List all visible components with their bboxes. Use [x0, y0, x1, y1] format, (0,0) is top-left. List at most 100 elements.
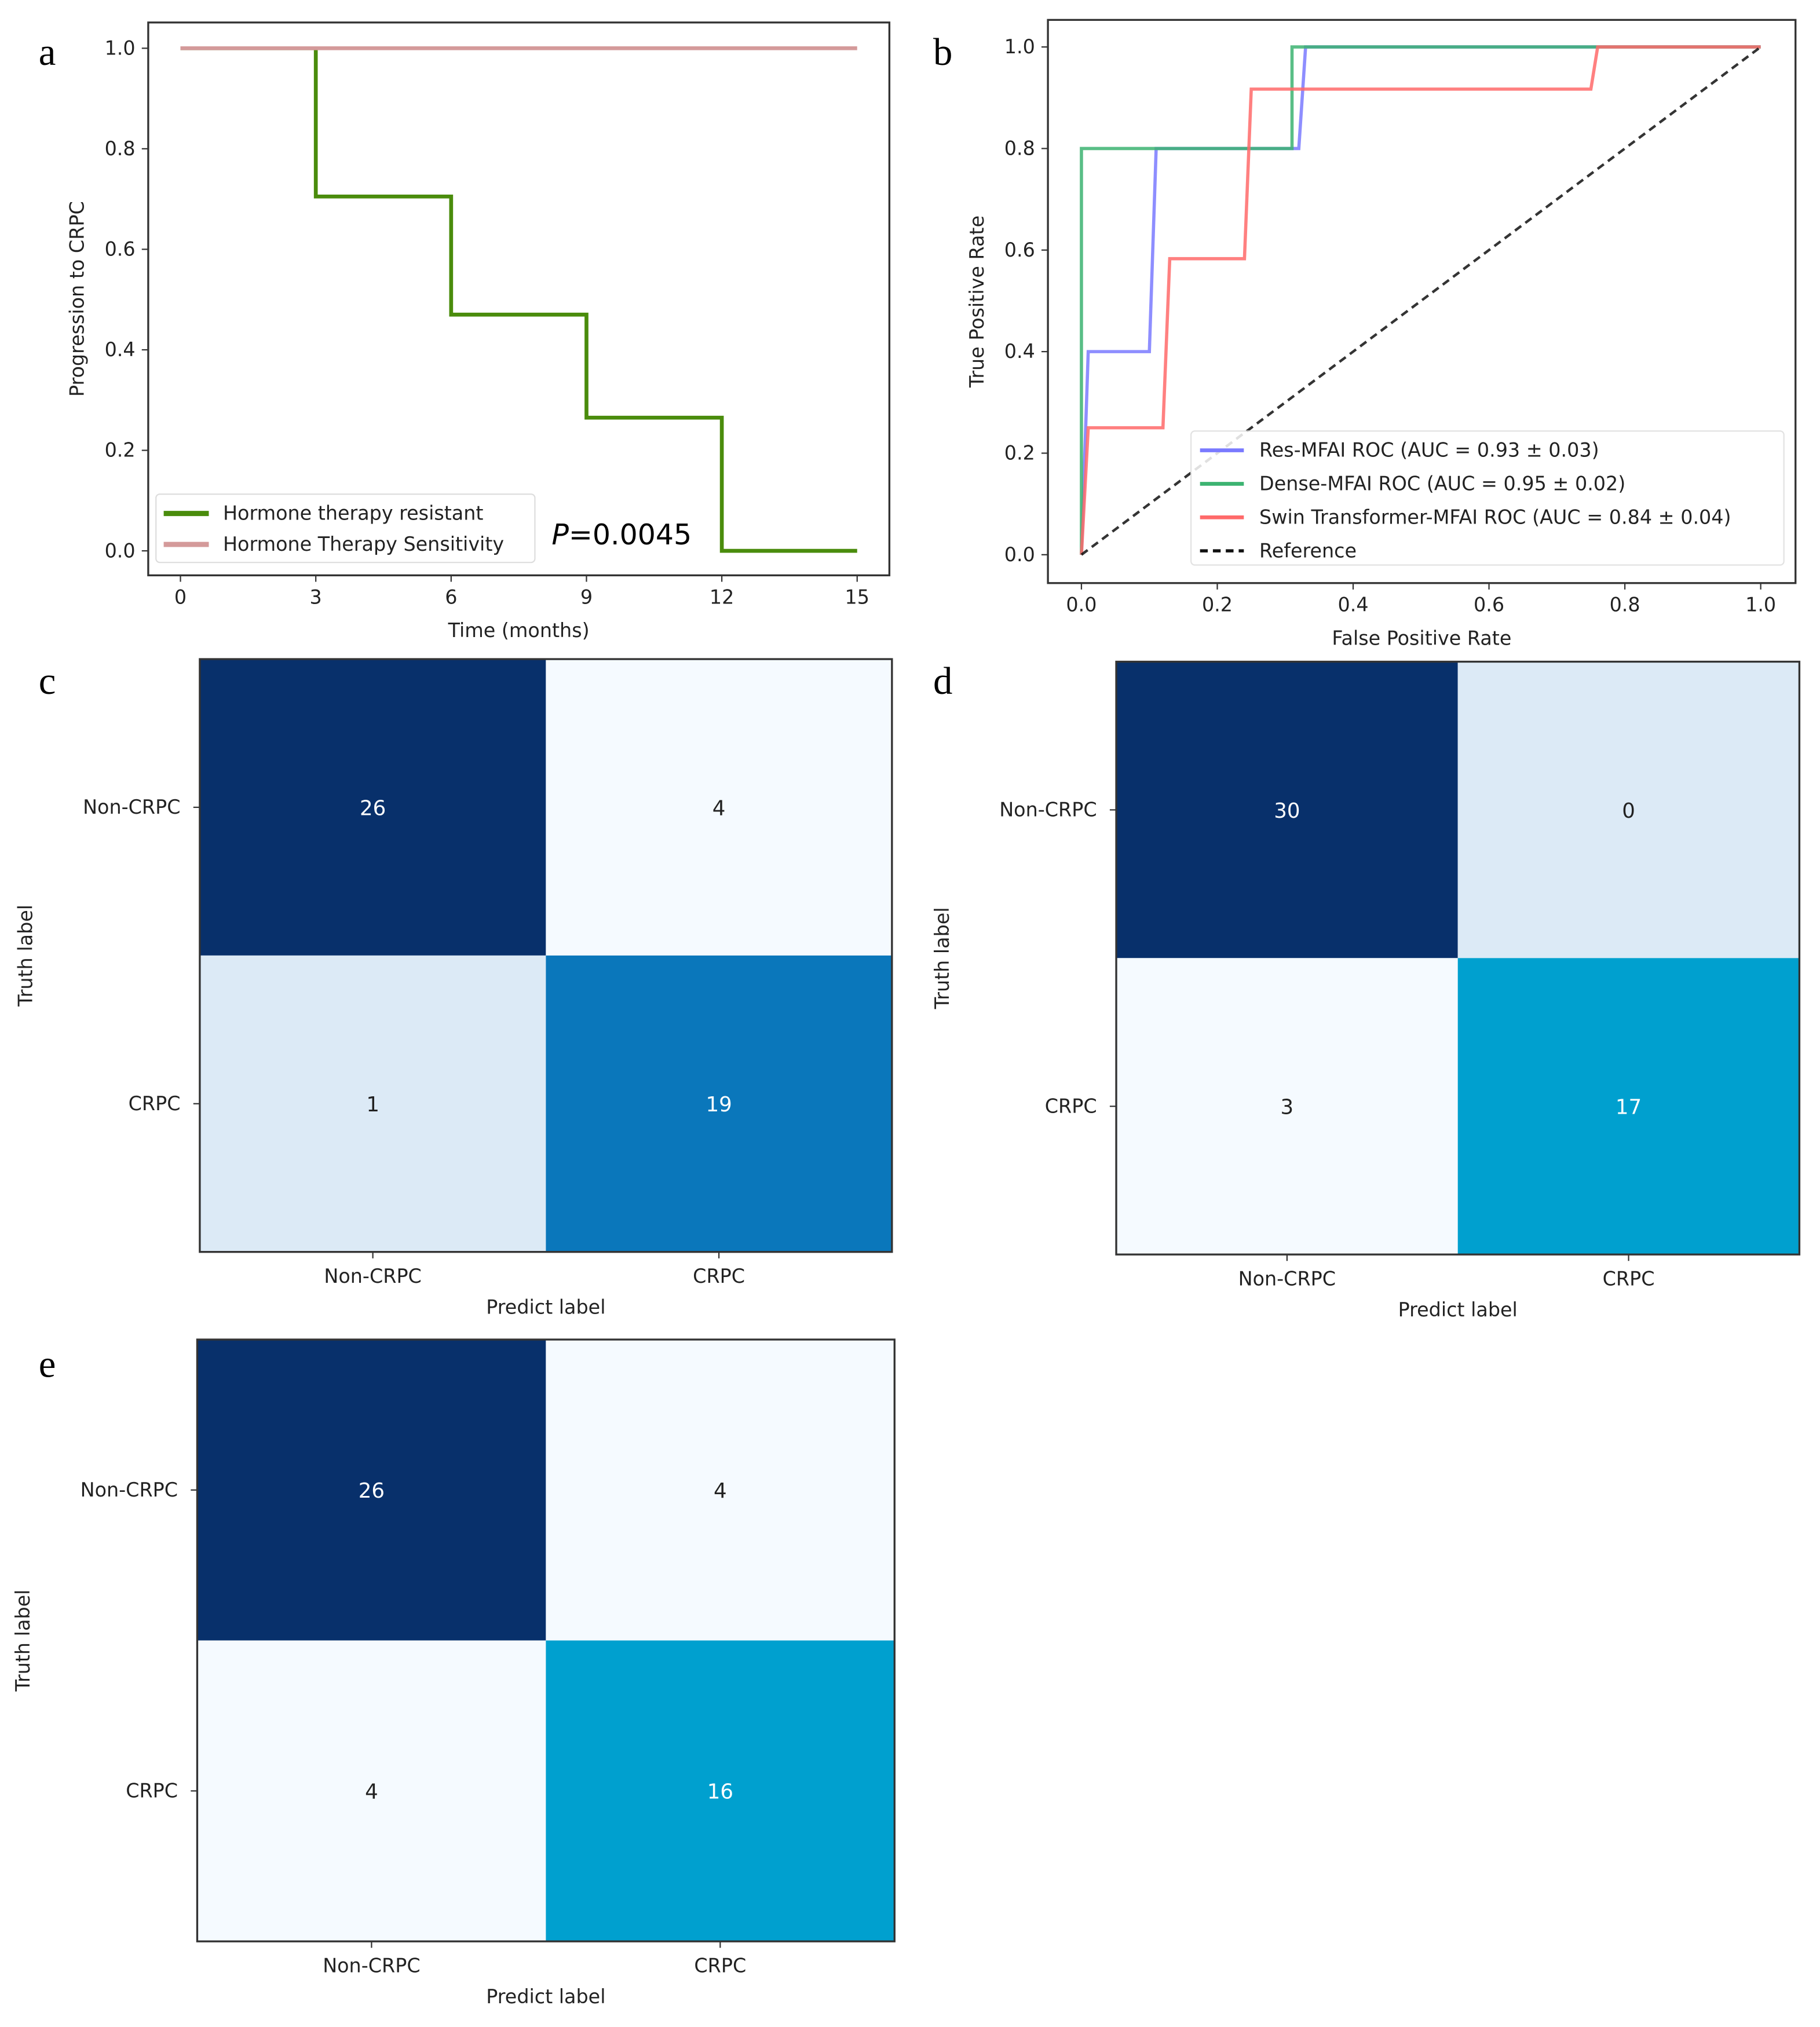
x-tick-label: 12 — [710, 586, 734, 608]
y-tick-label: CRPC — [1045, 1095, 1097, 1117]
legend-label: Res-MFAI ROC (AUC = 0.93 ± 0.03) — [1259, 439, 1599, 462]
matrix-cell — [1116, 958, 1458, 1255]
matrix-border — [1115, 660, 1801, 1256]
y-tick-label: 0.6 — [105, 238, 136, 261]
cell-value: 16 — [707, 1780, 733, 1804]
matrix-cell — [1457, 661, 1800, 958]
matrix-cell — [546, 955, 892, 1252]
matrix-border — [199, 658, 893, 1253]
x-axis-label: Time (months) — [448, 619, 590, 642]
x-axis-label: False Positive Rate — [1332, 627, 1511, 650]
confusion-matrix-c: 26 4 1 19 Non-CRPC CRPC Non-CRPC CRPC Predict la… — [14, 658, 893, 1318]
chart-b: 0.0 0.2 0.4 0.6 0.8 1.0 0.0 0.2 0.4 0.6 0.8 1.0 Fals… — [966, 19, 1797, 650]
cell-value: 3 — [1281, 1096, 1294, 1119]
x-axis-label: Predict label — [1398, 1298, 1518, 1321]
x-tick-label: 0.4 — [1337, 594, 1368, 616]
x-tick-label: 6 — [445, 586, 457, 608]
y-tick-label: Non-CRPC — [81, 1479, 178, 1501]
x-axis-label: Predict label — [486, 1985, 605, 2008]
y-tick-label: CRPC — [126, 1779, 178, 1802]
cell-value: 26 — [359, 1479, 385, 1503]
x-tick-label: 15 — [845, 586, 869, 608]
x-tick-label: Non-CRPC — [323, 1955, 420, 1977]
cell-value: 17 — [1616, 1096, 1642, 1119]
panel-label-c: c — [39, 660, 56, 703]
y-tick-label: CRPC — [129, 1092, 181, 1115]
matrix-cell — [546, 1640, 895, 1942]
y-axis-label: Truth label — [931, 907, 953, 1009]
series-line-2 — [1080, 45, 1761, 555]
y-tick-label: 0.0 — [1004, 543, 1035, 566]
chart-a: 0 3 6 9 12 15 0.0 0.2 0.4 0.6 0.8 1.0 Time (months) P… — [66, 21, 891, 642]
cell-value: 30 — [1274, 799, 1300, 823]
x-tick-label: 0.2 — [1202, 594, 1233, 616]
matrix-cell — [197, 1339, 546, 1641]
x-tick-label: CRPC — [1603, 1268, 1655, 1290]
x-tick-label: Non-CRPC — [1238, 1268, 1336, 1290]
panel-label-b: b — [933, 31, 952, 74]
legend-box — [1190, 430, 1785, 566]
legend-label: Dense-MFAI ROC (AUC = 0.95 ± 0.02) — [1259, 473, 1625, 495]
y-axis-label: Progression to CRPC — [66, 201, 89, 397]
panel-label-e: e — [39, 1344, 56, 1386]
y-axis-label: Truth label — [14, 905, 37, 1007]
confusion-matrix-e: 26 4 4 16 Non-CRPC CRPC Non-CRPC CRPC Predict la… — [12, 1338, 896, 2008]
matrix-cell — [1457, 958, 1800, 1255]
series-line-1 — [1080, 45, 1761, 555]
matrix-cell — [546, 659, 892, 956]
p-value-prefix: P — [551, 518, 569, 551]
x-tick-label: 1.0 — [1745, 594, 1776, 616]
y-tick-label: 0.6 — [1004, 239, 1035, 261]
y-tick-label: Non-CRPC — [999, 799, 1097, 821]
y-axis-label: Truth label — [12, 1590, 34, 1692]
x-tick-label: CRPC — [694, 1955, 746, 1977]
y-tick-label: 0.4 — [105, 338, 136, 361]
confusion-matrix-d: 30 0 3 17 Non-CRPC CRPC Non-CRPC CRPC Predict la… — [931, 660, 1801, 1321]
matrix-cell — [199, 955, 546, 1252]
cell-value: 26 — [360, 796, 386, 820]
matrix-cell — [199, 659, 546, 956]
x-tick-label: 3 — [310, 586, 322, 608]
cell-value: 4 — [712, 796, 726, 820]
cell-value: 1 — [366, 1093, 379, 1117]
x-axis-label: Predict label — [486, 1296, 605, 1318]
legend-label: Hormone Therapy Sensitivity — [223, 533, 504, 555]
legend-label: Swin Transformer-MFAI ROC (AUC = 0.84 ± … — [1259, 506, 1731, 528]
panel-label-d: d — [933, 660, 952, 703]
legend-label: Hormone therapy resistant — [223, 502, 484, 525]
x-tick-label: 0 — [174, 586, 187, 608]
matrix-border — [196, 1338, 896, 1942]
y-tick-label: 0.0 — [105, 539, 136, 562]
y-tick-label: 1.0 — [105, 36, 136, 59]
matrix-cell — [197, 1640, 546, 1942]
legend-box — [155, 493, 536, 564]
y-tick-label: 0.8 — [1004, 137, 1035, 160]
p-value-annotation: P=0.0045 — [551, 518, 692, 551]
cell-value: 4 — [714, 1479, 727, 1503]
matrix-cell — [1116, 661, 1458, 958]
p-value: =0.0045 — [569, 518, 692, 551]
y-tick-label: Non-CRPC — [83, 796, 180, 818]
x-tick-label: 9 — [580, 586, 593, 608]
cell-value: 4 — [365, 1780, 378, 1804]
plot-area — [147, 21, 891, 577]
legend-label: Reference — [1259, 539, 1357, 562]
series-line-0 — [180, 46, 857, 553]
y-tick-label: 1.0 — [1004, 35, 1035, 58]
y-tick-label: 0.2 — [1004, 442, 1035, 464]
y-tick-label: 0.8 — [105, 137, 136, 160]
x-tick-label: 0.6 — [1474, 594, 1504, 616]
y-axis-label: True Positive Rate — [966, 215, 988, 388]
y-tick-label: 0.2 — [105, 439, 136, 462]
x-tick-label: 0.8 — [1610, 594, 1640, 616]
matrix-cell — [546, 1339, 895, 1641]
y-tick-label: 0.4 — [1004, 340, 1035, 363]
panel-label-a: a — [39, 31, 56, 74]
x-tick-label: 0.0 — [1066, 594, 1097, 616]
cell-value: 0 — [1622, 799, 1635, 823]
x-tick-label: Non-CRPC — [324, 1265, 421, 1287]
x-tick-label: CRPC — [693, 1265, 745, 1287]
cell-value: 19 — [706, 1093, 732, 1117]
